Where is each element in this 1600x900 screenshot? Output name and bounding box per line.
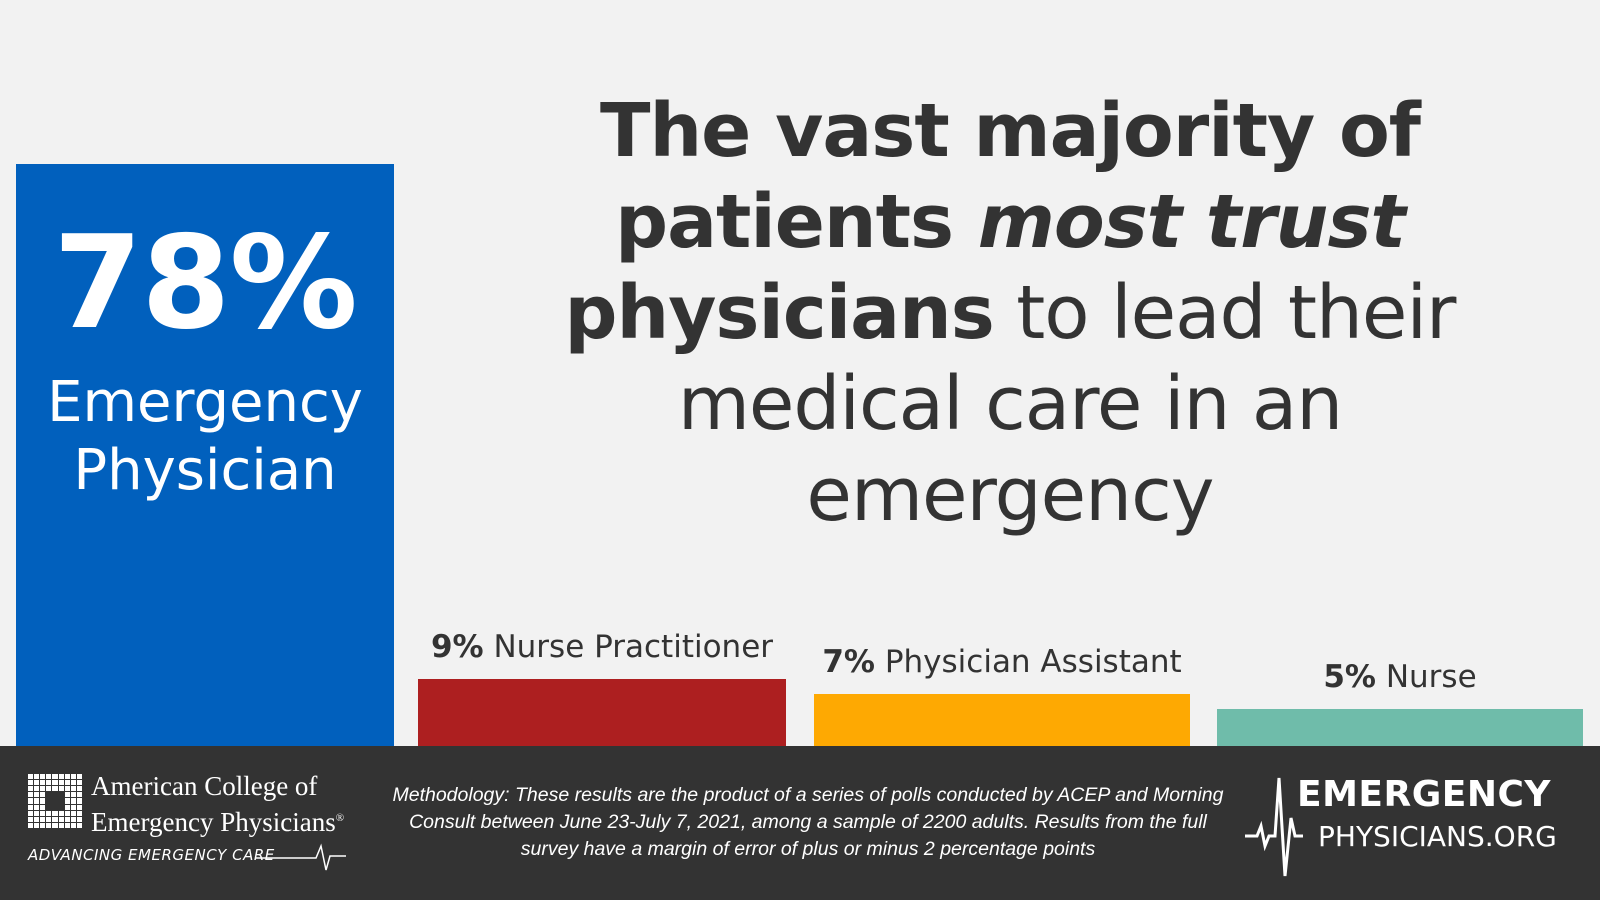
bar-emergency-physician: 78% Emergency Physician xyxy=(16,164,394,746)
bar-category-label: Emergency Physician xyxy=(16,369,394,505)
bar-chart: 78% Emergency Physician 9% Nurse Practition… xyxy=(16,164,1583,746)
acep-pulse-line-icon xyxy=(256,843,346,871)
bar-physician-assistant xyxy=(814,693,1190,746)
bar-category-label-line: Emergency xyxy=(47,370,363,435)
acep-name: American College of Emergency Physicians… xyxy=(91,770,344,838)
bar-label: 5% Nurse xyxy=(1323,659,1476,695)
bar-category-label: Nurse xyxy=(1375,658,1477,695)
bar-label: 7% Physician Assistant xyxy=(822,644,1181,680)
headline-part4: to lead their medical care in an emergen… xyxy=(677,270,1457,538)
bar-nurse xyxy=(1217,708,1583,746)
bar-value-label: 7% xyxy=(822,643,875,680)
acep-logo-icon xyxy=(28,774,82,828)
bar-value-label: 78% xyxy=(53,209,357,358)
bar-nurse-practitioner xyxy=(418,678,786,746)
registered-mark: ® xyxy=(335,812,345,824)
ep-heartbeat-icon xyxy=(1245,777,1303,877)
acep-name-line1: American College of xyxy=(91,771,318,801)
footer: American College of Emergency Physicians… xyxy=(0,746,1600,900)
headline: The vast majority of patients most trust… xyxy=(530,86,1490,541)
ep-logo-line1: EMERGENCY xyxy=(1297,774,1551,815)
acep-name-line2: Emergency Physicians xyxy=(91,807,336,837)
bar-category-label: Physician Assistant xyxy=(874,643,1182,680)
bar-value-label: 9% xyxy=(430,628,484,665)
headline-part2: most trust xyxy=(977,179,1406,265)
bar-category-label-line: Physician xyxy=(73,438,337,503)
headline-part3: physicians xyxy=(564,270,995,356)
acep-tagline: ADVANCING EMERGENCY CARE xyxy=(28,846,275,864)
methodology-text: Methodology: These results are the produ… xyxy=(392,784,1224,860)
bar-value-label: 5% xyxy=(1323,658,1376,695)
bar-label: 9% Nurse Practitioner xyxy=(431,629,773,665)
ep-logo-line2: PHYSICIANS.ORG xyxy=(1318,820,1557,853)
bar-category-label: Nurse Practitioner xyxy=(483,628,774,665)
headline-part1: The vast majority of patients xyxy=(600,88,1421,265)
